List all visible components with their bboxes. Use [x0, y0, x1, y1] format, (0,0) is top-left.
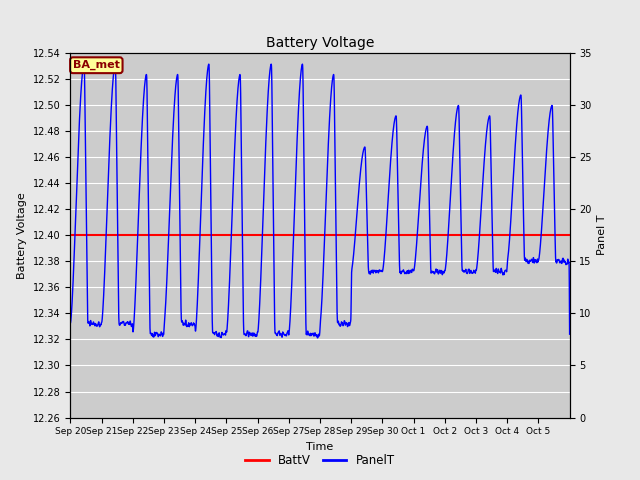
Y-axis label: Panel T: Panel T [597, 215, 607, 255]
Text: BA_met: BA_met [73, 60, 120, 71]
Legend: BattV, PanelT: BattV, PanelT [240, 449, 400, 472]
Title: Battery Voltage: Battery Voltage [266, 36, 374, 50]
Y-axis label: Battery Voltage: Battery Voltage [17, 192, 28, 278]
X-axis label: Time: Time [307, 442, 333, 452]
